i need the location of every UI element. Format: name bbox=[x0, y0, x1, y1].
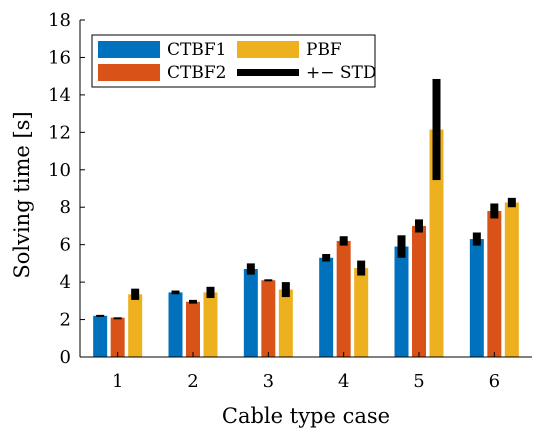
y-tick-label: 2 bbox=[60, 310, 71, 331]
x-tick-label: 1 bbox=[112, 371, 123, 392]
bar-pbf-case-2 bbox=[203, 292, 218, 357]
std-bars-layer bbox=[96, 78, 516, 320]
std-bar-ctbf2-case-2 bbox=[189, 299, 197, 304]
y-tick-label: 6 bbox=[60, 235, 71, 256]
x-axis-title: Cable type case bbox=[222, 404, 390, 428]
y-tick-label: 0 bbox=[60, 347, 71, 368]
std-bar-ctbf1-case-1 bbox=[96, 314, 105, 317]
std-bar-pbf-case-2 bbox=[206, 286, 215, 299]
x-tick-label: 6 bbox=[489, 371, 500, 392]
bar-ctbf1-case-3 bbox=[243, 269, 258, 357]
axes bbox=[79, 20, 532, 358]
bar-pbf-case-1 bbox=[128, 294, 143, 357]
x-tick-label: 4 bbox=[338, 371, 349, 392]
bars-layer bbox=[93, 129, 519, 357]
std-bar-ctbf1-case-5 bbox=[397, 235, 406, 258]
bar-ctbf1-case-5 bbox=[394, 246, 409, 357]
std-bar-pbf-case-4 bbox=[357, 260, 366, 276]
y-axis-title: Solving time [s] bbox=[10, 111, 34, 278]
bar-ctbf2-case-5 bbox=[412, 225, 426, 357]
legend: CTBF1 CTBF2 PBF +− STD bbox=[91, 34, 377, 88]
std-bar-ctbf1-case-2 bbox=[171, 290, 180, 295]
bar-ctbf1-case-1 bbox=[93, 315, 108, 357]
std-bar-pbf-case-3 bbox=[281, 282, 290, 298]
legend-label-std: +− STD bbox=[306, 63, 377, 83]
legend-label-pbf: PBF bbox=[306, 40, 342, 60]
legend-label-ctbf2: CTBF2 bbox=[167, 63, 226, 83]
bar-ctbf2-case-4 bbox=[336, 240, 351, 357]
x-ticks: 1 2 3 4 5 6 bbox=[112, 352, 500, 392]
bar-ctbf1-case-2 bbox=[168, 292, 183, 357]
bar-ctbf2-case-6 bbox=[487, 210, 502, 357]
bar-ctbf1-case-6 bbox=[469, 239, 484, 357]
y-tick-label: 16 bbox=[48, 47, 71, 68]
legend-swatch-ctbf2 bbox=[98, 64, 160, 81]
std-bar-ctbf2-case-3 bbox=[264, 279, 273, 282]
std-bar-ctbf2-case-6 bbox=[490, 203, 499, 219]
bar-pbf-case-6 bbox=[504, 202, 519, 357]
std-bar-ctbf2-case-5 bbox=[415, 219, 423, 233]
std-bar-ctbf2-case-1 bbox=[113, 317, 122, 320]
y-tick-label: 14 bbox=[48, 85, 71, 106]
std-bar-ctbf2-case-4 bbox=[339, 236, 348, 246]
y-tick-label: 18 bbox=[48, 10, 71, 31]
bar-ctbf2-case-3 bbox=[261, 280, 276, 357]
bar-pbf-case-5 bbox=[429, 129, 444, 357]
y-tick-label: 4 bbox=[60, 272, 71, 293]
y-tick-label: 8 bbox=[60, 197, 71, 218]
legend-swatch-ctbf1 bbox=[98, 41, 160, 58]
y-tick-label: 10 bbox=[48, 160, 71, 181]
bar-pbf-case-3 bbox=[278, 289, 293, 357]
x-tick-label: 2 bbox=[187, 371, 198, 392]
legend-label-ctbf1: CTBF1 bbox=[167, 40, 226, 60]
std-bar-pbf-case-5 bbox=[432, 78, 441, 181]
bar-ctbf2-case-1 bbox=[110, 317, 125, 357]
std-bar-pbf-case-1 bbox=[131, 288, 140, 300]
x-tick-label: 3 bbox=[263, 371, 274, 392]
x-tick-label: 5 bbox=[413, 371, 424, 392]
y-ticks: 0 2 4 6 8 10 12 14 16 18 bbox=[48, 10, 85, 368]
bar-ctbf2-case-2 bbox=[186, 301, 200, 357]
bar-pbf-case-4 bbox=[354, 268, 369, 357]
legend-swatch-std bbox=[237, 69, 299, 76]
std-bar-ctbf1-case-3 bbox=[246, 263, 255, 275]
std-bar-ctbf1-case-4 bbox=[322, 254, 331, 262]
legend-swatch-pbf bbox=[237, 41, 299, 58]
y-tick-label: 12 bbox=[48, 122, 71, 143]
std-bar-ctbf1-case-6 bbox=[472, 232, 481, 246]
std-bar-pbf-case-6 bbox=[507, 197, 516, 208]
bar-ctbf1-case-4 bbox=[319, 257, 334, 357]
